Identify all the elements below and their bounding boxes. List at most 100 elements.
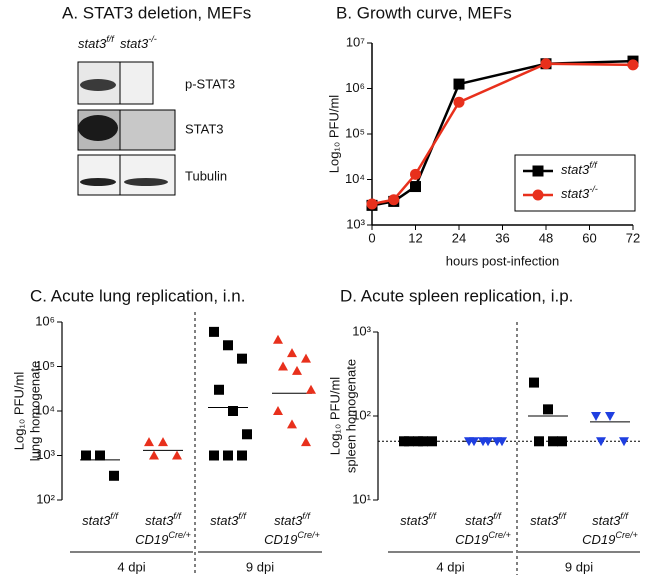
blot-row-label: STAT3 bbox=[185, 121, 224, 136]
marker bbox=[605, 412, 615, 421]
blot-column-label: stat3-/- bbox=[120, 34, 157, 51]
chart-title: B. Growth curve, MEFs bbox=[336, 3, 512, 22]
superscript: f/f bbox=[302, 511, 311, 521]
x-tick-label: 48 bbox=[539, 230, 553, 245]
y-tick-label: 10⁶ bbox=[345, 80, 365, 95]
x-tick-label: CD19Cre/+ bbox=[582, 530, 638, 547]
superscript: f/f bbox=[110, 511, 119, 521]
marker bbox=[627, 59, 639, 71]
superscript: f/f bbox=[620, 511, 629, 521]
legend-box bbox=[514, 154, 636, 212]
y-axis-label: Log₁₀ PFU/ml bbox=[327, 377, 342, 456]
x-tick-label: stat3f/f bbox=[82, 511, 119, 528]
x-tick-label: stat3f/f bbox=[145, 511, 182, 528]
x-tick-label: 36 bbox=[495, 230, 509, 245]
marker bbox=[591, 412, 601, 421]
superscript: f/f bbox=[493, 511, 502, 521]
marker bbox=[543, 404, 553, 415]
x-tick-label: 0 bbox=[368, 230, 375, 245]
blot-column-label: stat3f/f bbox=[78, 34, 115, 51]
y-axis-label: lung homogenate bbox=[27, 361, 42, 461]
x-axis-label: hours post-infection bbox=[446, 253, 559, 268]
label-text: CD19 bbox=[582, 532, 615, 547]
y-tick-label: 10³ bbox=[352, 323, 371, 338]
marker bbox=[529, 377, 539, 388]
marker bbox=[418, 436, 428, 447]
x-tick-label: stat3f/f bbox=[210, 511, 247, 528]
marker bbox=[81, 450, 91, 461]
marker bbox=[366, 198, 378, 210]
label-text: stat3 bbox=[82, 513, 111, 528]
marker bbox=[410, 168, 421, 180]
x-tick-label: stat3f/f bbox=[465, 511, 502, 528]
marker bbox=[596, 437, 606, 447]
x-tick-label: 24 bbox=[452, 230, 466, 245]
x-tick-label: stat3f/f bbox=[530, 511, 567, 528]
label-text: stat3 bbox=[561, 162, 590, 177]
superscript: f/f bbox=[173, 511, 182, 521]
marker bbox=[223, 340, 233, 351]
chart-title: C. Acute lung replication, i.n. bbox=[30, 286, 245, 305]
marker bbox=[109, 470, 119, 481]
y-tick-label: 10² bbox=[352, 407, 371, 422]
y-tick-label: 10⁵ bbox=[35, 358, 55, 373]
x-tick-label: 72 bbox=[626, 230, 640, 245]
superscript: Cre/+ bbox=[168, 530, 191, 540]
label-text: stat3 bbox=[120, 36, 149, 51]
marker bbox=[410, 181, 421, 193]
superscript: -/- bbox=[148, 34, 157, 44]
label-text: stat3 bbox=[592, 513, 621, 528]
marker bbox=[548, 436, 558, 447]
marker bbox=[158, 437, 168, 447]
marker bbox=[483, 437, 493, 447]
marker bbox=[149, 450, 159, 460]
legend-label: stat3-/- bbox=[561, 184, 598, 201]
marker bbox=[242, 429, 252, 440]
marker bbox=[273, 334, 283, 344]
blot-row-label: Tubulin bbox=[185, 168, 227, 183]
blot bbox=[77, 61, 176, 196]
legend-marker bbox=[532, 165, 544, 177]
marker bbox=[453, 78, 465, 90]
y-axis-label: Log₁₀ PFU/ml bbox=[11, 372, 26, 451]
label-text: stat3 bbox=[145, 513, 174, 528]
y-axis-label: spleen homogenate bbox=[343, 359, 358, 473]
y-tick-label: 10⁴ bbox=[35, 402, 55, 417]
marker bbox=[453, 96, 465, 108]
x-tick-label: CD19Cre/+ bbox=[455, 530, 511, 547]
marker bbox=[287, 419, 297, 429]
marker bbox=[557, 436, 567, 447]
x-tick-label: stat3f/f bbox=[274, 511, 311, 528]
superscript: f/f bbox=[106, 34, 115, 44]
group-label: 9 dpi bbox=[565, 559, 593, 574]
group-label: 4 dpi bbox=[117, 559, 145, 574]
superscript: Cre/+ bbox=[488, 530, 511, 540]
chart-title: D. Acute spleen replication, i.p. bbox=[340, 286, 573, 305]
marker bbox=[278, 361, 288, 371]
marker bbox=[301, 437, 311, 447]
marker bbox=[228, 406, 238, 416]
label-text: stat3 bbox=[561, 186, 590, 201]
label-text: stat3 bbox=[78, 36, 107, 51]
marker bbox=[404, 436, 414, 447]
label-text: CD19 bbox=[455, 532, 488, 547]
superscript: -/- bbox=[589, 184, 598, 194]
y-tick-label: 10⁷ bbox=[346, 34, 365, 49]
superscript: f/f bbox=[558, 511, 567, 521]
marker bbox=[273, 406, 283, 415]
y-tick-label: 10⁵ bbox=[345, 125, 365, 140]
panel-a-title: A. STAT3 deletion, MEFs bbox=[62, 3, 251, 22]
group-label: 4 dpi bbox=[436, 559, 464, 574]
y-tick-label: 10³ bbox=[36, 447, 55, 462]
group-label: 9 dpi bbox=[246, 559, 274, 574]
x-tick-label: CD19Cre/+ bbox=[264, 530, 320, 547]
marker bbox=[223, 450, 233, 461]
label-text: stat3 bbox=[274, 513, 303, 528]
marker bbox=[619, 437, 629, 447]
legend-label: stat3f/f bbox=[561, 160, 598, 177]
marker bbox=[469, 437, 479, 447]
marker bbox=[497, 437, 507, 447]
marker bbox=[287, 348, 297, 358]
